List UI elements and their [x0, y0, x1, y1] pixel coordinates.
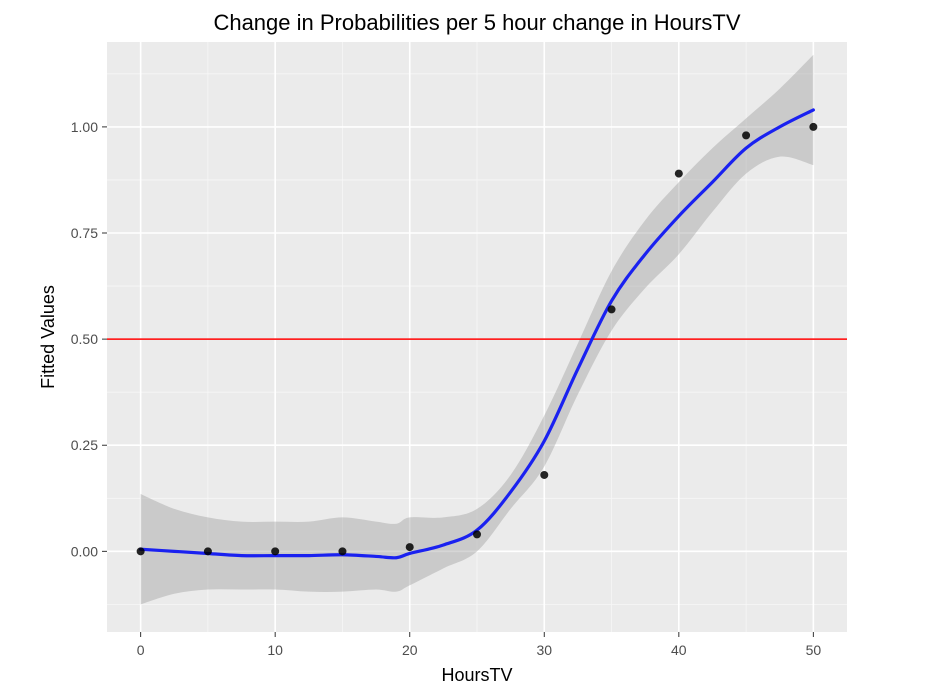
y-tick-label: 0.75 [71, 225, 98, 241]
x-tick-label: 30 [536, 642, 552, 658]
x-tick-label: 50 [806, 642, 822, 658]
x-tick-label: 0 [137, 642, 145, 658]
y-tick-label: 1.00 [71, 119, 98, 135]
x-axis: 0 10 20 30 40 50 [137, 632, 822, 658]
smooth-line [139, 108, 815, 560]
x-tick-label: 20 [402, 642, 418, 658]
x-axis-title: HoursTV [441, 665, 512, 685]
data-point [203, 547, 212, 556]
data-point [540, 470, 549, 479]
data-point [674, 169, 683, 178]
data-point [742, 131, 751, 140]
data-point [136, 547, 145, 556]
data-point [607, 305, 616, 314]
y-axis: 0.00 0.25 0.50 0.75 1.00 [71, 119, 107, 559]
y-tick-label: 0.25 [71, 437, 98, 453]
x-tick-label: 40 [671, 642, 687, 658]
y-tick-label: 0.50 [71, 331, 98, 347]
y-tick-label: 0.00 [71, 543, 98, 559]
data-point [405, 543, 414, 552]
data-point [271, 547, 280, 556]
data-point [338, 547, 347, 556]
data-point [473, 530, 481, 539]
x-tick-label: 10 [267, 642, 283, 658]
grid-minor [107, 42, 847, 632]
chart-title: Change in Probabilities per 5 hour chang… [213, 10, 740, 35]
data-point [809, 122, 818, 131]
y-axis-title: Fitted Values [38, 285, 58, 389]
data-points [136, 122, 818, 556]
